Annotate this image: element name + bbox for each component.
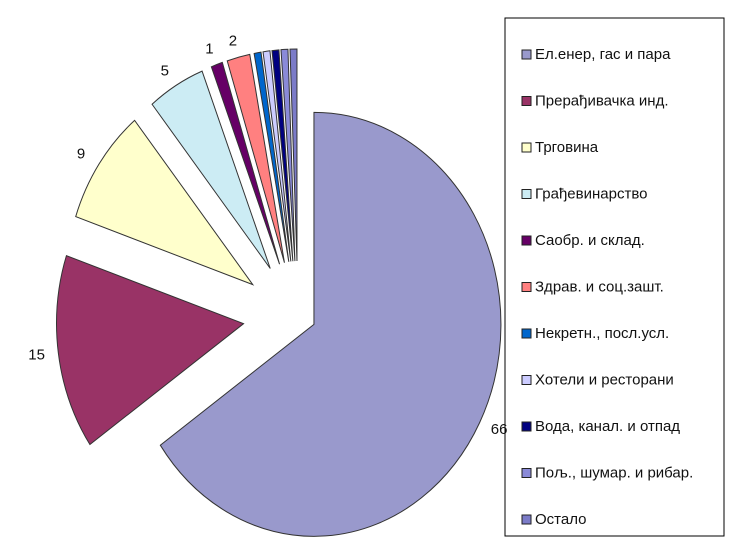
legend-swatch	[521, 235, 532, 246]
legend-label: Остало	[535, 511, 586, 528]
data-label: 66	[491, 421, 508, 438]
pie-slice	[271, 49, 294, 262]
legend-swatch	[521, 375, 532, 385]
legend-swatch	[521, 328, 532, 339]
pie-slice	[151, 70, 271, 269]
data-label: 1	[205, 40, 213, 57]
legend-swatch	[521, 468, 532, 478]
legend-swatch	[521, 421, 532, 432]
legend-swatch	[521, 49, 532, 60]
legend-label: Прерађивачка инд.	[535, 92, 668, 109]
pie-slice	[280, 48, 296, 262]
legend-swatch	[521, 282, 532, 292]
legend-label: Грађевинарство	[535, 185, 647, 202]
pie-slice	[159, 111, 502, 537]
data-label: 15	[28, 346, 45, 363]
data-label: 2	[229, 33, 237, 50]
legend-swatch	[521, 96, 532, 106]
legend-label: Трговина	[535, 139, 599, 156]
data-label: 5	[161, 63, 169, 80]
legend-label: Вода, канал. и отпад	[535, 418, 680, 435]
legend-label: Некретн., посл.усл.	[535, 325, 669, 342]
pie-slice	[289, 48, 298, 262]
legend-swatch	[521, 142, 532, 153]
pie-slice	[210, 61, 281, 265]
pie-slice	[75, 119, 255, 286]
legend-swatch	[521, 514, 532, 525]
legend-label: Хотели и ресторани	[535, 371, 674, 388]
legend-box	[504, 17, 725, 537]
legend-label: Здрав. и соц.зашт.	[535, 278, 664, 295]
pie-slice	[262, 50, 292, 262]
pie-slice	[226, 53, 285, 263]
legend-swatch	[521, 189, 532, 199]
pie-slice	[56, 254, 245, 446]
pie-slice	[253, 51, 290, 262]
legend-label: Ел.енер, гас и пара	[535, 46, 671, 63]
data-label: 9	[77, 146, 85, 163]
legend-label: Саобр. и склад.	[535, 232, 645, 249]
legend-label: Пољ., шумар. и рибар.	[535, 464, 693, 481]
